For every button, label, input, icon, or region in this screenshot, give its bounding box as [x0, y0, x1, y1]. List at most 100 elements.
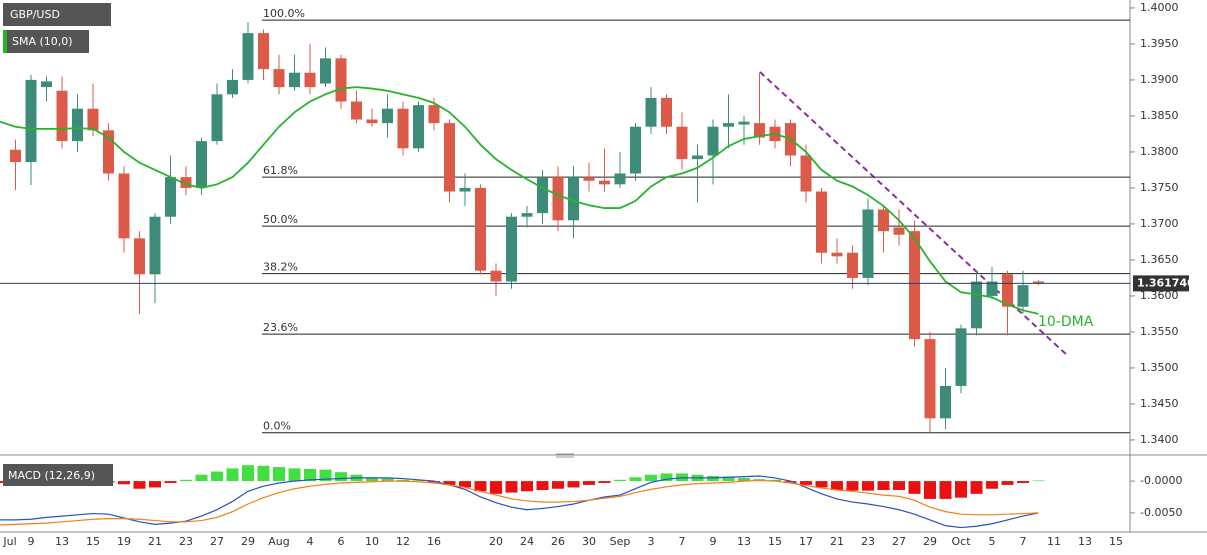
- candle-body: [490, 270, 502, 282]
- histogram-bar: [1032, 480, 1045, 482]
- x-tick-label: 15: [1109, 535, 1123, 548]
- candle-body: [971, 281, 982, 329]
- histogram-bar: [443, 481, 456, 485]
- last-price-label: 1.361740: [1137, 276, 1195, 289]
- histogram-bar: [226, 468, 239, 482]
- symbol-box: [3, 3, 111, 26]
- x-tick-label: 21: [148, 535, 162, 548]
- histogram-bar: [304, 469, 316, 482]
- candle-body: [273, 69, 285, 88]
- histogram-bar: [242, 465, 254, 482]
- candle-body: [366, 119, 378, 124]
- candle-body: [645, 97, 657, 127]
- x-tick-label: 27: [892, 535, 906, 548]
- candle-body: [289, 72, 300, 88]
- histogram-bar: [505, 481, 518, 493]
- histogram-bar: [133, 481, 146, 489]
- sma-legend-box: [3, 30, 89, 53]
- x-tick-label: 4: [307, 535, 314, 548]
- y-tick-label: 1.3750: [1140, 181, 1179, 194]
- candle-body: [661, 97, 672, 127]
- candle-body: [320, 58, 331, 84]
- histogram-bar: [319, 469, 332, 482]
- histogram-bar: [598, 481, 611, 483]
- x-tick-label: Jul: [2, 535, 16, 548]
- candle-body: [382, 108, 393, 124]
- x-tick-label: 13: [55, 535, 69, 548]
- histogram-bar: [195, 474, 208, 482]
- candle-body: [196, 141, 207, 188]
- histogram-bar: [428, 481, 440, 483]
- candle-body: [25, 79, 37, 162]
- x-tick-label: 13: [737, 535, 751, 548]
- histogram-bar: [1017, 481, 1029, 483]
- x-tick-label: 16: [427, 535, 441, 548]
- x-tick-label: 23: [861, 535, 875, 548]
- y-tick-label: 1.3850: [1140, 109, 1179, 122]
- histogram-bar: [397, 479, 409, 482]
- macd-label: MACD (12,26,9): [8, 469, 95, 482]
- x-tick-label: 6: [338, 535, 345, 548]
- candle-body: [754, 123, 765, 138]
- fib-label: 50.0%: [263, 213, 298, 226]
- candle-body: [475, 187, 486, 271]
- fib-label: 61.8%: [263, 164, 298, 177]
- histogram-bar: [831, 481, 843, 490]
- histogram-bar: [583, 481, 595, 485]
- histogram-bar: [490, 481, 502, 494]
- annotation: 10-DMA: [1038, 314, 1094, 330]
- x-tick-label: 15: [768, 535, 782, 548]
- candle-body: [134, 238, 145, 275]
- histogram-bar: [769, 479, 781, 482]
- histogram-bar: [939, 481, 952, 499]
- macd-line: [0, 475, 1039, 529]
- histogram-bar: [970, 481, 983, 494]
- histogram-bar: [660, 473, 673, 482]
- x-tick-label: 29: [241, 535, 255, 548]
- candle-body: [506, 216, 517, 282]
- y-tick-label: 1.3400: [1140, 433, 1179, 446]
- candle-body: [816, 191, 827, 253]
- histogram-bar: [180, 479, 192, 482]
- candle-body: [630, 126, 641, 174]
- candle-body: [304, 72, 316, 88]
- x-tick-label: 17: [799, 535, 813, 548]
- histogram-bar: [893, 481, 905, 490]
- candle-body: [1002, 274, 1013, 307]
- histogram-bar: [536, 481, 549, 490]
- y-tick-label: 1.4000: [1140, 1, 1179, 14]
- x-tick-label: 27: [210, 535, 224, 548]
- x-tick-label: 10: [365, 535, 379, 548]
- y-tick-label: 1.3550: [1140, 325, 1179, 338]
- macd-legend-box: [3, 464, 113, 486]
- histogram-bar: [815, 481, 828, 488]
- sma-legend-swatch: [3, 30, 7, 53]
- candle-body: [211, 94, 223, 142]
- histogram-bar: [707, 476, 719, 482]
- candle-body: [87, 108, 99, 131]
- candle-body: [862, 209, 874, 278]
- x-tick-label: 15: [86, 535, 100, 548]
- candle-body: [599, 180, 610, 185]
- candle-body: [351, 101, 362, 120]
- candle-body: [831, 252, 843, 257]
- candle-body: [986, 281, 998, 296]
- histogram-bar: [846, 481, 859, 491]
- histogram-bar: [521, 481, 533, 492]
- candle-body: [614, 173, 626, 185]
- x-tick-label: 7: [1020, 535, 1027, 548]
- histogram-bar: [288, 468, 301, 482]
- histogram-bar: [986, 481, 998, 489]
- last-price-box: [1133, 275, 1189, 292]
- x-tick-label: 21: [830, 535, 844, 548]
- histogram-bar: [381, 478, 394, 482]
- histogram-bar: [908, 481, 921, 494]
- candle-body: [924, 339, 936, 419]
- signal-line: [0, 479, 1039, 526]
- y-tick-label: 1.3500: [1140, 361, 1179, 374]
- x-tick-label: 3: [648, 535, 655, 548]
- candle-body: [72, 108, 83, 142]
- candle-body: [847, 252, 858, 278]
